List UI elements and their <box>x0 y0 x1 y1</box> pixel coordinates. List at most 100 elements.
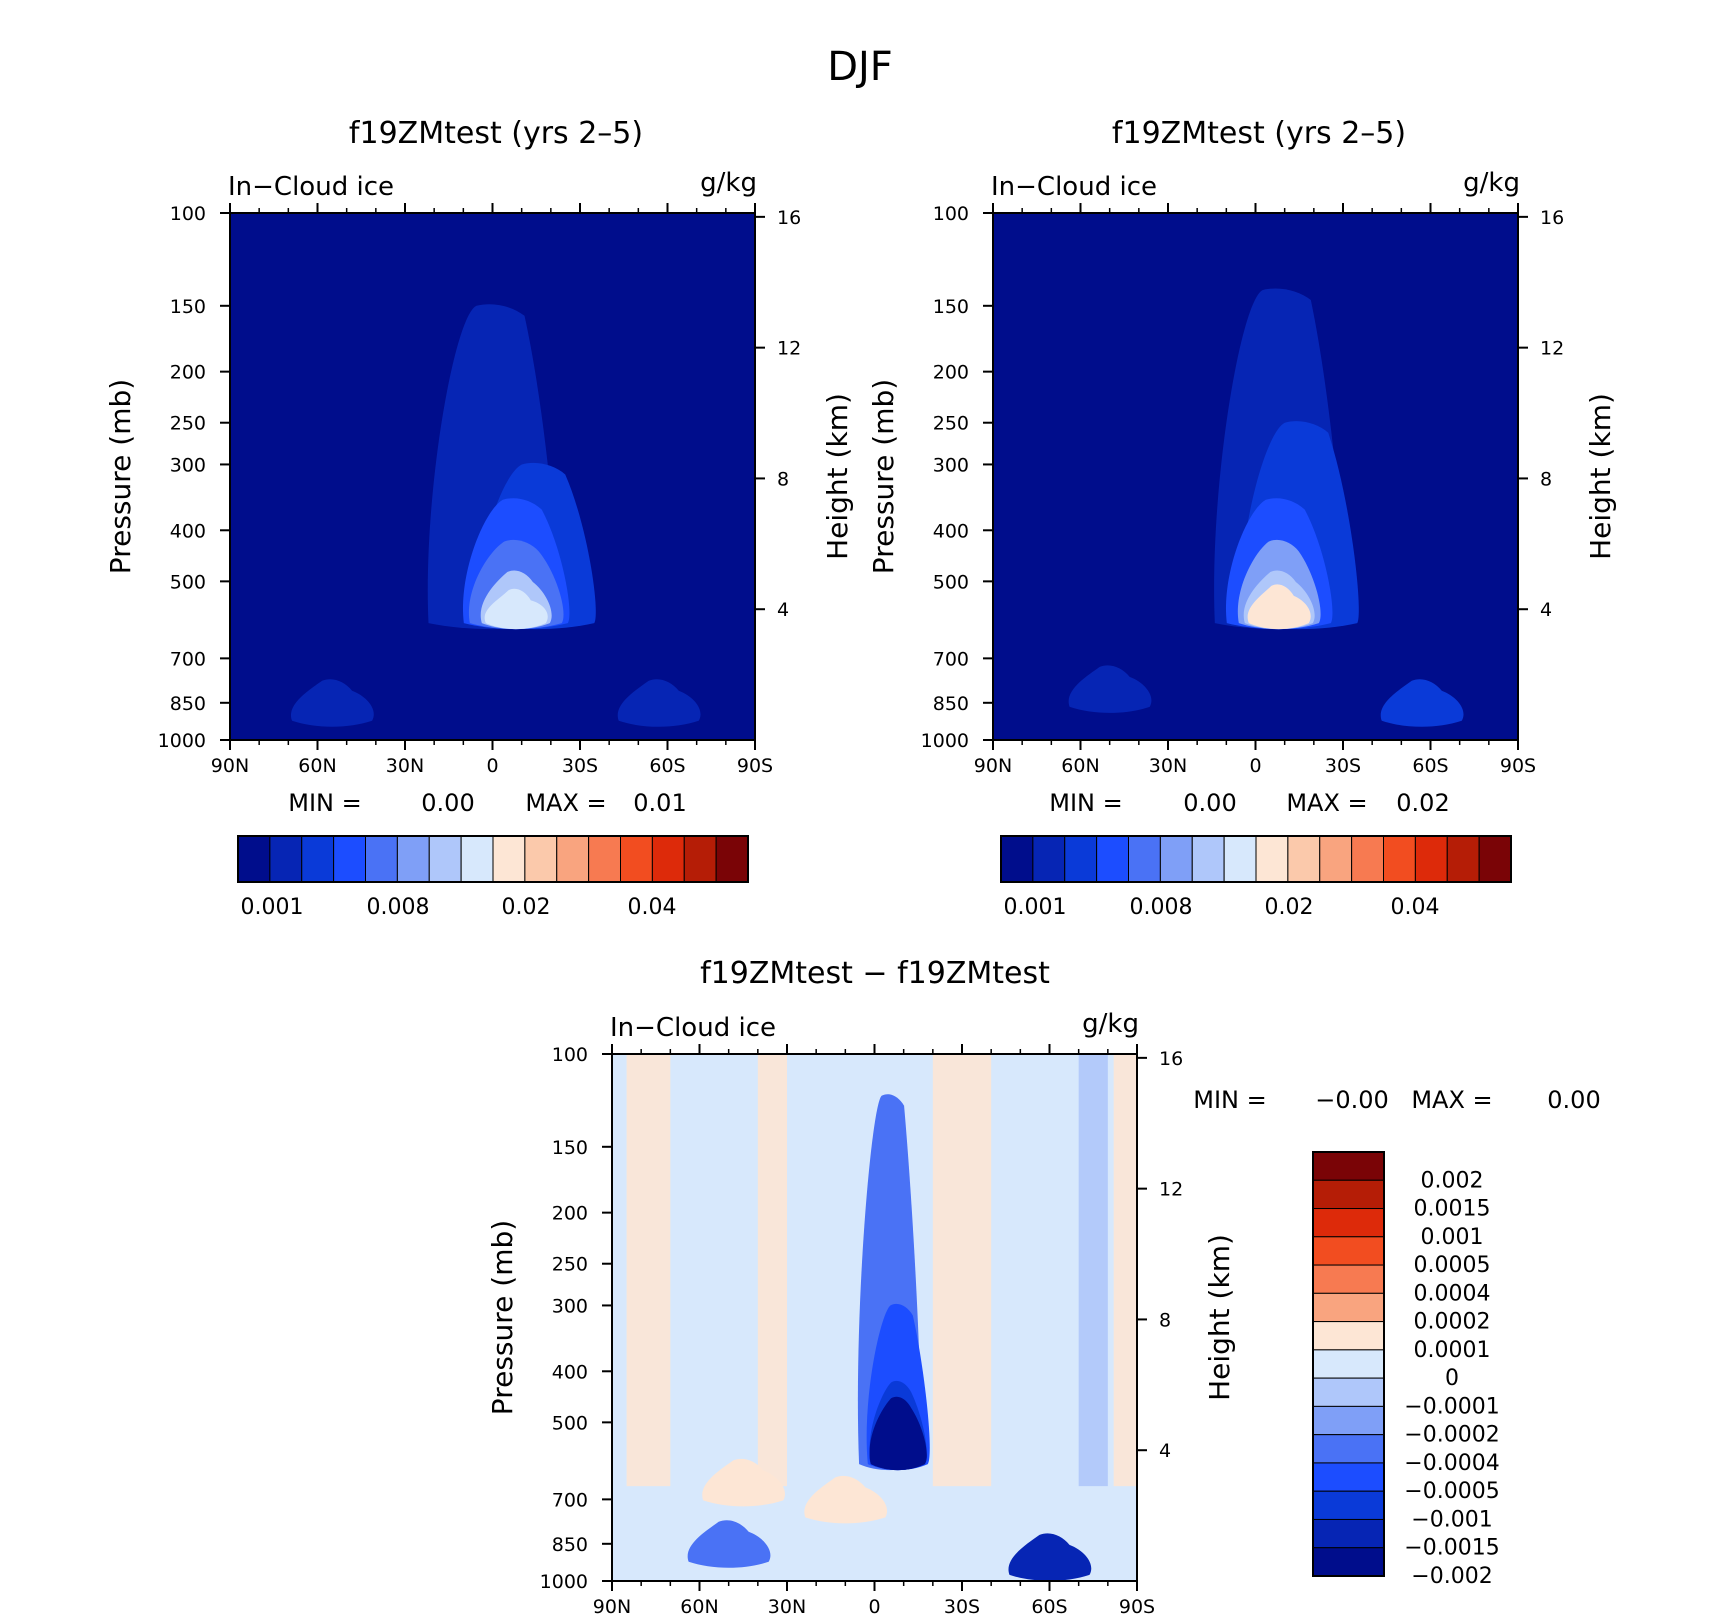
y-tick-label: 300 <box>170 454 206 476</box>
colorbar-swatch <box>1096 835 1129 883</box>
y-tick-label: 1000 <box>540 1571 588 1593</box>
y-axis-label-right: Height (km) <box>821 393 854 560</box>
colorbar-label: 0.02 <box>1265 895 1314 920</box>
y-tick-label: 400 <box>933 520 969 542</box>
x-tick-label: 0 <box>1249 755 1261 777</box>
colorbar-label: 0.001 <box>1421 1225 1484 1250</box>
colorbar-swatch <box>1064 835 1098 883</box>
colorbar-swatch <box>651 835 685 883</box>
contour-p3-6 <box>1008 1533 1092 1581</box>
diff-band-2 <box>757 1054 787 1487</box>
x-tick-label: 60S <box>1412 755 1448 777</box>
y-axis-label: Pressure (mb) <box>867 379 900 574</box>
y-tick-label: 250 <box>170 413 206 435</box>
diff-band-1 <box>699 1054 744 1487</box>
colorbar-swatch <box>1000 835 1034 883</box>
colorbar-label: 0.04 <box>628 895 677 920</box>
plots-group: 90N 60N 30N 0 30S 60S 90S100150200250300400500… <box>104 116 1617 1616</box>
y-tick-label: 500 <box>552 1412 588 1434</box>
colorbar-swatch <box>683 835 717 883</box>
y-axis-label-right: Height (km) <box>1584 393 1617 560</box>
panel-p2: 90N 60N 30N 0 30S 60S 90S 100 150 200 250 300 400 500… <box>867 116 1617 920</box>
y-tick-label: 700 <box>170 648 206 670</box>
colorbar-label: 0 <box>1445 1366 1459 1391</box>
x-tick-label: 60N <box>1061 755 1099 777</box>
colorbar-swatch <box>1312 1292 1385 1323</box>
min-label: MIN = <box>288 789 361 817</box>
x-tick-label: 0 <box>486 755 498 777</box>
max-label: MAX = <box>525 789 606 817</box>
colorbar-label: 0.001 <box>241 895 304 920</box>
x-tick-label: 30N <box>1149 755 1187 777</box>
colorbar-swatch <box>715 835 749 883</box>
y-tick-label: 1000 <box>921 730 969 752</box>
contour-p3-5 <box>687 1520 771 1568</box>
colorbar-swatch <box>1312 1434 1385 1464</box>
colorbar-label: 0.0005 <box>1414 1253 1491 1278</box>
diff-band-5 <box>1113 1054 1137 1487</box>
colorbar-swatch <box>1312 1321 1385 1351</box>
colorbar-swatch <box>1312 1490 1385 1520</box>
min-value: 0.00 <box>421 789 474 817</box>
y-right-tick-label: 8 <box>777 468 789 490</box>
colorbar-swatch <box>1414 835 1448 883</box>
contour-p2-7 <box>1380 679 1464 727</box>
y-tick-label: 700 <box>552 1489 588 1511</box>
colorbar-swatch <box>269 835 303 883</box>
max-value: 0.00 <box>1547 1086 1600 1114</box>
y-axis-label-right: Height (km) <box>1203 1234 1236 1401</box>
units-label: g/kg <box>1463 168 1520 198</box>
field-label: In−Cloud ice <box>991 172 1157 202</box>
y-tick-label: 500 <box>170 571 206 593</box>
y-tick-label: 1000 <box>158 730 206 752</box>
colorbar-swatch <box>1312 1264 1385 1294</box>
x-tick-label: 30S <box>944 1596 980 1616</box>
colorbar-swatch <box>333 835 366 883</box>
colorbar-label: 0.02 <box>502 895 551 920</box>
contour-p2-6 <box>1068 665 1152 713</box>
y-tick-label: 400 <box>552 1361 588 1383</box>
colorbar-swatch <box>460 835 494 883</box>
y-tick-label: 100 <box>170 203 206 225</box>
max-value: 0.01 <box>633 789 686 817</box>
contour-p3-4 <box>869 1396 927 1471</box>
colorbar-label: −0.0005 <box>1404 1479 1499 1504</box>
y-right-tick-label: 12 <box>777 338 801 360</box>
colorbar-swatch <box>524 835 558 883</box>
min-label: MIN = <box>1193 1086 1266 1114</box>
colorbar-swatch <box>1319 835 1353 883</box>
colorbar-label: 0.002 <box>1421 1168 1484 1193</box>
colorbar-label: −0.002 <box>1411 1564 1492 1589</box>
x-tick-label: 30N <box>386 755 424 777</box>
y-tick-label: 150 <box>170 296 206 318</box>
colorbar-swatch <box>492 835 526 883</box>
x-tick-label: 90N <box>593 1596 631 1616</box>
colorbar-swatch <box>365 835 398 883</box>
y-tick-label: 400 <box>170 520 206 542</box>
y-tick-label: 850 <box>170 693 206 715</box>
figure-title: DJF <box>827 44 893 90</box>
diff-band-3 <box>932 1054 992 1487</box>
field-contours <box>291 304 701 727</box>
colorbar-swatch <box>556 835 590 883</box>
max-value: 0.02 <box>1396 789 1449 817</box>
colorbar-swatch <box>620 835 653 883</box>
colorbar-label: 0.04 <box>1391 895 1440 920</box>
colorbar-swatch <box>396 835 430 883</box>
colorbar-label: −0.0015 <box>1404 1536 1499 1561</box>
diff-band-4 <box>1078 1054 1108 1487</box>
y-tick-label: 250 <box>933 413 969 435</box>
panel-p1: 90N 60N 30N 0 30S 60S 90S 100 150 200 250 300 400 500… <box>104 116 854 920</box>
colorbar-swatch <box>428 835 462 883</box>
x-tick-label: 0 <box>868 1596 880 1616</box>
colorbar-swatch <box>1312 1179 1385 1210</box>
x-tick-label: 90N <box>211 755 249 777</box>
y-tick-label: 700 <box>933 648 969 670</box>
colorbar-swatch <box>1383 835 1416 883</box>
y-right-tick-label: 4 <box>1540 599 1552 621</box>
colorbar-label: −0.0001 <box>1404 1394 1499 1419</box>
colorbar-label: −0.0004 <box>1404 1451 1499 1476</box>
colorbar-frame <box>237 835 749 883</box>
contour-p3-7 <box>702 1458 786 1507</box>
